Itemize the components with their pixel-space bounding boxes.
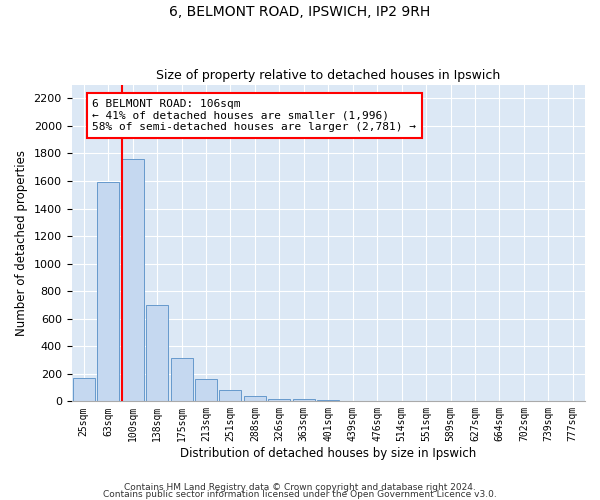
Text: 6 BELMONT ROAD: 106sqm
← 41% of detached houses are smaller (1,996)
58% of semi-: 6 BELMONT ROAD: 106sqm ← 41% of detached…: [92, 99, 416, 132]
Y-axis label: Number of detached properties: Number of detached properties: [15, 150, 28, 336]
Bar: [122, 159, 143, 402]
Bar: [220, 390, 241, 402]
Bar: [97, 182, 119, 402]
Text: 6, BELMONT ROAD, IPSWICH, IP2 9RH: 6, BELMONT ROAD, IPSWICH, IP2 9RH: [169, 5, 431, 19]
Bar: [293, 400, 315, 402]
Title: Size of property relative to detached houses in Ipswich: Size of property relative to detached ho…: [156, 69, 500, 82]
X-axis label: Distribution of detached houses by size in Ipswich: Distribution of detached houses by size …: [180, 447, 476, 460]
Bar: [73, 378, 95, 402]
Bar: [268, 398, 290, 402]
Text: Contains public sector information licensed under the Open Government Licence v3: Contains public sector information licen…: [103, 490, 497, 499]
Bar: [195, 380, 217, 402]
Bar: [317, 400, 339, 402]
Bar: [170, 358, 193, 402]
Text: Contains HM Land Registry data © Crown copyright and database right 2024.: Contains HM Land Registry data © Crown c…: [124, 484, 476, 492]
Bar: [146, 305, 168, 402]
Bar: [244, 396, 266, 402]
